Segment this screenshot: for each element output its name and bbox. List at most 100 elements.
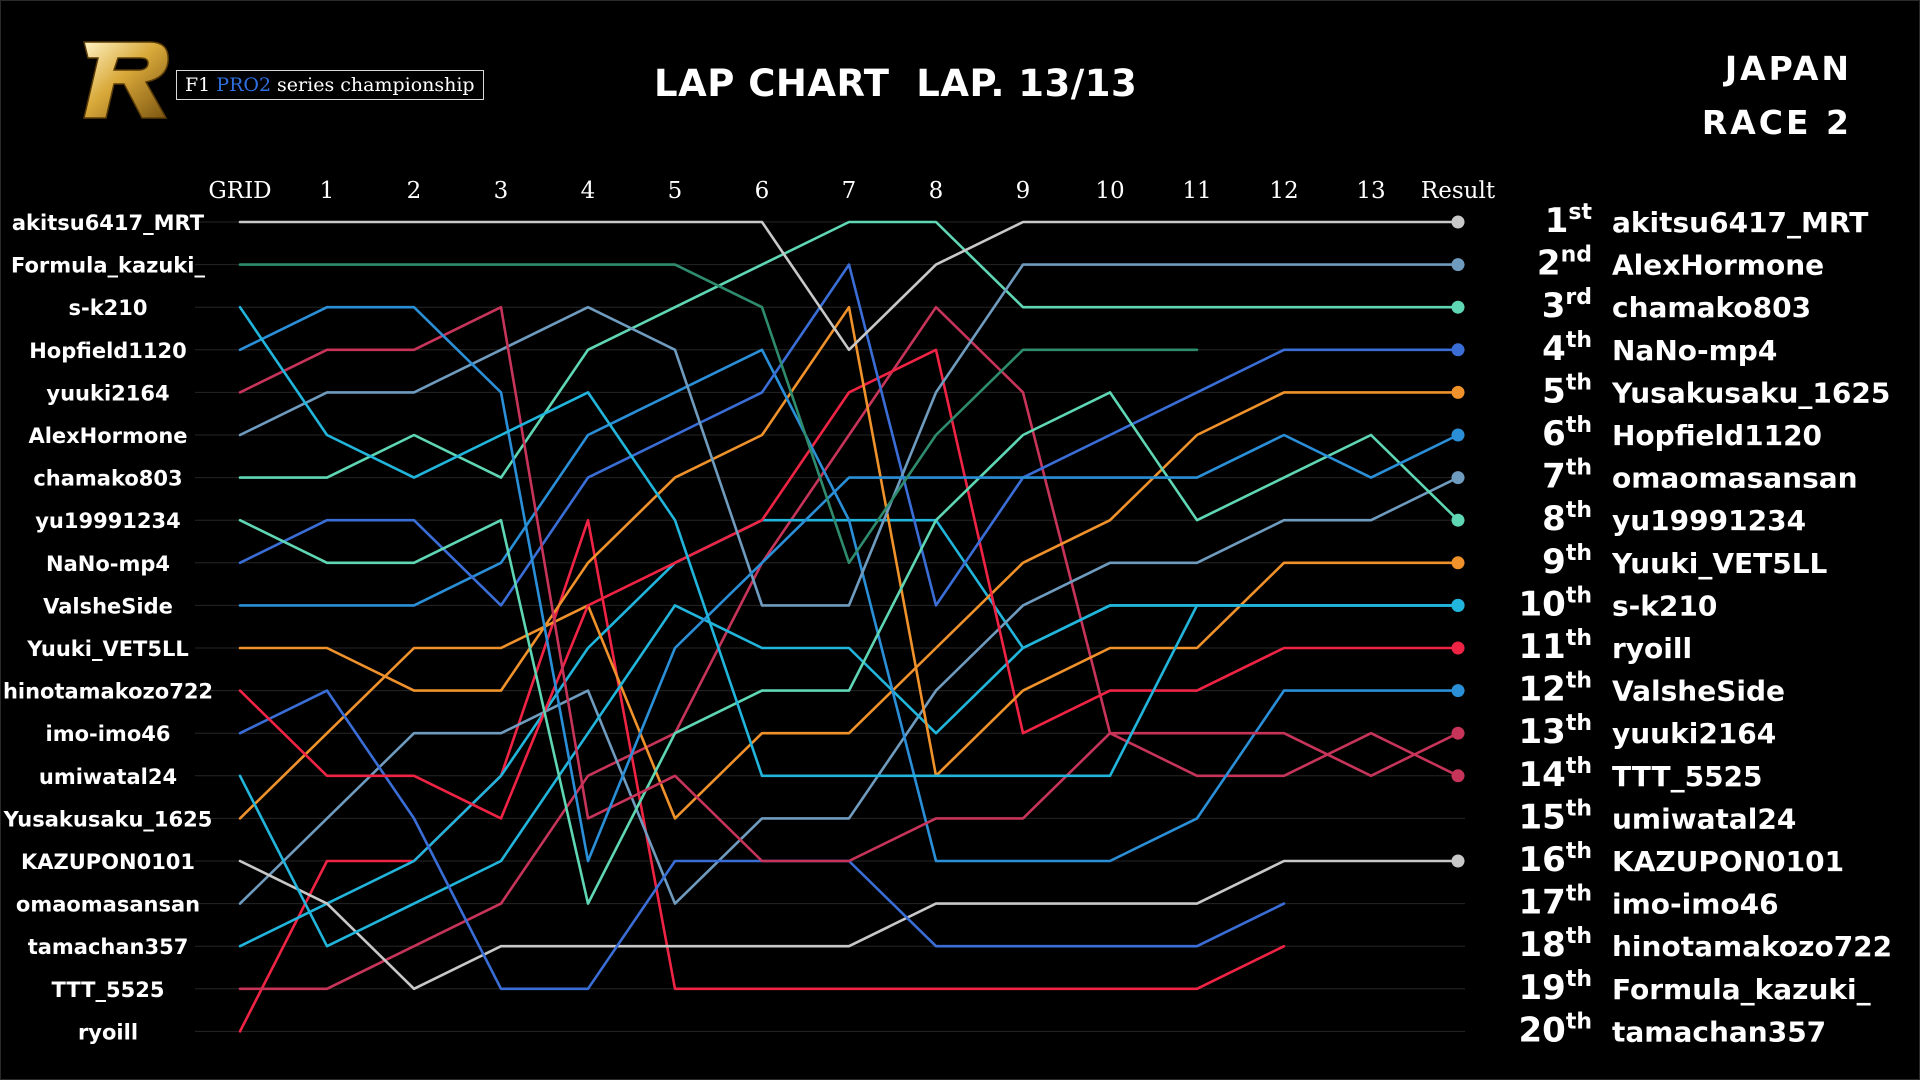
grid-driver-name: Hopfield1120 [29,339,187,363]
series-line-hopfield1120 [238,305,1460,863]
column-labels: GRID 1 2 3 4 5 6 7 8 9 10 11 12 13 Result [208,178,1495,204]
grid-driver-name: akitsu6417_MRT [12,211,205,235]
result-position: 5th [1542,370,1592,411]
grid-driver-name: TTT_5525 [52,978,165,1002]
logo-pro-text: PRO2 [216,74,272,96]
series-line-ttt_5525 [238,305,1460,991]
logo-r-emblem [83,41,169,119]
result-driver-name: s-k210 [1612,589,1717,622]
result-driver-name: yu19991234 [1612,504,1806,537]
result-driver-name: AlexHormone [1612,249,1824,282]
result-marker-kazupon0101 [1451,854,1465,868]
result-marker-yu19991234 [1451,513,1465,527]
result-driver-name: chamako803 [1612,291,1811,324]
result-driver-name: KAZUPON0101 [1612,845,1844,878]
row-guidelines [195,221,1465,1032]
result-driver-name: ryoill [1612,632,1692,665]
result-position: 17th [1518,882,1592,923]
result-marker-ttt_5525 [1451,769,1465,783]
grid-driver-name: Formula_kazuki_ [11,254,205,278]
series-line-alexhormone [238,263,1460,607]
column-label-11: 11 [1182,178,1211,204]
series-line-yuuki_vet5ll [238,305,1460,778]
grid-driver-name: Yuuki_VET5LL [26,637,189,661]
grid-driver-name: ryoill [78,1020,138,1044]
series-line-hinotamakozo722 [238,348,1460,820]
result-marker-hopfield1120 [1451,428,1465,442]
column-label-12: 12 [1269,178,1298,204]
series-line-yusakusaku_1625 [238,391,1460,820]
result-position: 19th [1518,967,1592,1008]
event-country: JAPAN [1724,49,1852,88]
series-line-yuuki2164 [238,305,1460,863]
result-position: 16th [1518,839,1592,880]
result-driver-name: NaNo-mp4 [1612,334,1777,367]
grid-driver-name: umiwatal24 [39,765,177,789]
result-position: 15th [1518,796,1592,837]
result-marker-s-k210 [1451,598,1465,612]
result-marker-alexhormone [1451,258,1465,272]
result-marker-chamako803 [1451,300,1465,314]
column-label-8: 8 [929,178,944,204]
grid-driver-name: tamachan357 [28,935,189,959]
series-line-chamako803 [238,220,1460,479]
result-position: 14th [1518,754,1592,795]
result-position: 12th [1518,669,1592,710]
series-line-yu19991234 [238,391,1460,905]
column-label-13: 13 [1356,178,1385,204]
column-label-7: 7 [842,178,857,204]
result-marker-yuuki2164 [1451,726,1465,740]
result-list: 1st akitsu6417_MRT 2nd AlexHormone 3rd chamak… [1518,200,1892,1050]
column-label-10: 10 [1095,178,1124,204]
grid-driver-name: omaomasansan [16,893,200,917]
series-line-omaomasansan [238,476,1460,905]
column-label-5: 5 [668,178,683,204]
result-marker-yusakusaku_1625 [1451,385,1465,399]
result-driver-name: akitsu6417_MRT [1612,206,1868,239]
result-driver-name: Yusakusaku_1625 [1611,376,1890,409]
result-marker-nano-mp4 [1451,343,1465,357]
logo-series-text: series championship [277,74,475,96]
result-position: 1st [1545,200,1593,241]
grid-driver-name: AlexHormone [28,424,187,448]
chart-title: LAP CHART LAP. 13/13 [654,62,1138,105]
grid-driver-name: Yusakusaku_1625 [3,807,213,831]
result-driver-name: umiwatal24 [1612,802,1796,835]
result-driver-name: ValsheSide [1612,675,1785,708]
result-position: 20th [1518,1009,1592,1050]
result-marker-hinotamakozo722 [1451,641,1465,655]
series-line-formula_kazuki_ [238,263,1199,565]
grid-driver-name: hinotamakozo722 [3,680,213,704]
series-line-kazupon0101 [238,859,1460,991]
column-label-2: 2 [407,178,422,204]
logo-wordmark: F1 PRO2 series championship [176,70,484,100]
result-marker-valsheside [1451,684,1465,698]
result-driver-name: Hopfield1120 [1612,419,1822,452]
result-position: 13th [1518,711,1592,752]
result-position: 6th [1542,413,1592,454]
series-line-akitsu6417_mrt [238,220,1460,352]
result-driver-name: yuuki2164 [1612,717,1776,750]
event-race: RACE 2 [1701,103,1852,142]
series-lines [238,220,1460,1033]
series-line-imo-imo46 [238,689,1286,991]
column-label-result: Result [1421,178,1496,204]
logo-f1-text: F1 [185,74,211,96]
result-position: 7th [1542,456,1592,497]
series-line-s-k210 [238,305,1460,778]
championship-logo: F1 PRO2 series championship [80,38,484,122]
result-marker-akitsu6417_mrt [1451,215,1465,229]
column-label-6: 6 [755,178,770,204]
result-driver-name: hinotamakozo722 [1612,930,1892,963]
result-driver-name: Formula_kazuki_ [1612,973,1871,1006]
result-position: 2nd [1537,243,1592,284]
grid-driver-name: NaNo-mp4 [46,552,170,576]
result-driver-name: omaomasansan [1612,462,1858,495]
grid-names: akitsu6417_MRT Formula_kazuki_ s-k210 Hopfi… [3,211,213,1044]
result-position: 4th [1542,328,1592,369]
result-marker-omaomasansan [1451,471,1465,485]
grid-driver-name: s-k210 [68,296,147,320]
result-position: 3rd [1542,285,1592,326]
result-driver-name: imo-imo46 [1612,888,1779,921]
